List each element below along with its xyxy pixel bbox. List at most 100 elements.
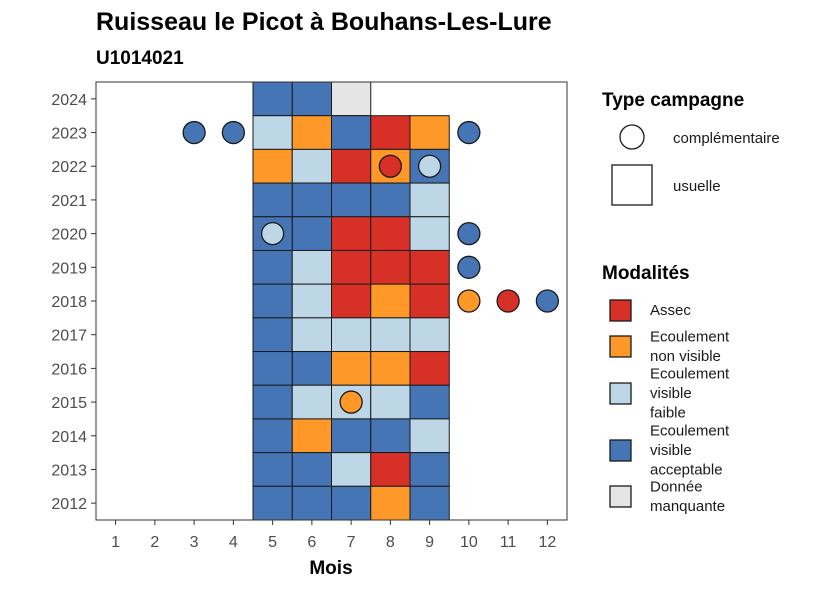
chart-subtitle: U1014021	[96, 48, 184, 69]
legend-label-modalite: Assec	[650, 302, 691, 319]
legend-label-usuelle: usuelle	[673, 178, 721, 195]
tile-usuelle	[331, 216, 372, 251]
tile-usuelle	[331, 317, 372, 353]
y-tick-label: 2018	[51, 294, 87, 311]
tile-usuelle	[291, 216, 332, 251]
tile-usuelle	[252, 115, 293, 150]
legend-key-modalite	[609, 335, 632, 358]
tile-usuelle	[291, 317, 332, 353]
tile-usuelle	[409, 452, 450, 487]
y-tick-label: 2024	[51, 92, 87, 109]
y-tick-label: 2016	[51, 361, 87, 378]
y-tick-label: 2015	[51, 395, 87, 412]
legend-key-modalite	[609, 485, 632, 508]
tile-usuelle	[409, 182, 450, 218]
tiles-layer	[252, 81, 450, 521]
point-complementaire	[457, 221, 481, 246]
point-complementaire	[457, 255, 481, 279]
tile-usuelle	[409, 115, 450, 150]
legend-label-modalite: Ecoulement non visible	[650, 328, 730, 365]
point-complementaire	[339, 390, 363, 414]
chart-title: Ruisseau le Picot à Bouhans-Les-Lure	[96, 8, 552, 36]
tile-usuelle	[370, 115, 411, 150]
point-complementaire	[260, 221, 285, 246]
legend-key-usuelle	[611, 164, 653, 206]
x-tick-label: 2	[150, 534, 159, 551]
tile-usuelle	[291, 148, 332, 184]
y-tick-label: 2014	[51, 429, 87, 446]
x-tick-label: 11	[500, 534, 517, 551]
point-complementaire	[457, 289, 481, 313]
legend-modalites-title: Modalités	[602, 263, 690, 284]
x-tick-label: 12	[538, 534, 556, 551]
tile-usuelle	[252, 81, 293, 117]
tile-usuelle	[252, 485, 293, 521]
tile-usuelle	[252, 351, 293, 386]
tile-usuelle	[331, 148, 372, 184]
plot-area	[95, 81, 568, 521]
points-layer	[182, 120, 560, 414]
legend-campagne-title: Type campagne	[602, 90, 744, 111]
x-tick-label: 3	[190, 534, 199, 551]
tile-usuelle	[252, 452, 293, 487]
legend-key-modalite	[609, 439, 632, 462]
tile-usuelle	[291, 418, 332, 454]
tile-usuelle	[409, 351, 450, 386]
y-tick-label: 2022	[51, 159, 87, 176]
x-tick-label: 5	[268, 534, 277, 551]
legend-label-modalite: Ecoulement visible acceptable	[650, 423, 730, 479]
x-tick-label: 4	[229, 534, 238, 551]
tile-usuelle	[331, 81, 372, 117]
tile-usuelle	[291, 182, 332, 218]
tile-usuelle	[409, 249, 450, 285]
y-tick-label: 2013	[51, 462, 87, 479]
y-tick-label: 2023	[51, 126, 87, 143]
tile-usuelle	[331, 418, 372, 454]
point-complementaire	[378, 154, 403, 178]
tile-usuelle	[370, 418, 411, 454]
legend-key-modalite	[609, 299, 632, 322]
tile-usuelle	[331, 182, 372, 218]
legend-label-modalite: Donnée manquante	[650, 478, 725, 515]
tile-usuelle	[370, 182, 411, 218]
tile-usuelle	[409, 216, 450, 251]
tile-usuelle	[291, 452, 332, 487]
x-tick-label: 6	[307, 534, 316, 551]
tile-usuelle	[331, 485, 372, 521]
tile-usuelle	[370, 317, 411, 353]
tile-usuelle	[370, 351, 411, 386]
point-complementaire	[182, 120, 206, 145]
tile-usuelle	[291, 81, 332, 117]
x-tick-label: 8	[386, 534, 395, 551]
tile-usuelle	[291, 351, 332, 386]
tile-usuelle	[252, 317, 293, 353]
tile-usuelle	[331, 351, 372, 386]
tile-usuelle	[409, 384, 450, 420]
y-tick-label: 2012	[51, 496, 87, 513]
x-tick-label: 9	[425, 534, 434, 551]
tile-usuelle	[252, 418, 293, 454]
tile-usuelle	[291, 249, 332, 285]
point-complementaire	[221, 120, 246, 145]
point-complementaire	[417, 154, 442, 178]
tile-usuelle	[252, 249, 293, 285]
tile-usuelle	[370, 216, 411, 251]
y-tick-label: 2019	[51, 260, 87, 277]
tile-usuelle	[370, 283, 411, 319]
tile-usuelle	[331, 452, 372, 487]
tile-usuelle	[409, 283, 450, 319]
y-tick-label: 2021	[51, 193, 87, 210]
tile-usuelle	[291, 384, 332, 420]
tile-usuelle	[331, 115, 372, 150]
tile-usuelle	[252, 182, 293, 218]
y-axis: 2012 2013 2014 2015 2016 2017 2018 2019 2020 2021…	[51, 92, 96, 513]
tile-usuelle	[252, 148, 293, 184]
legend-campagne: Type campagne complémentaire usuelle	[602, 90, 780, 206]
y-tick-label: 2020	[51, 227, 87, 244]
tile-usuelle	[252, 384, 293, 420]
tile-usuelle	[370, 384, 411, 420]
tile-usuelle	[409, 418, 450, 454]
legend-label-modalite: Ecoulement visible faible	[650, 366, 730, 422]
